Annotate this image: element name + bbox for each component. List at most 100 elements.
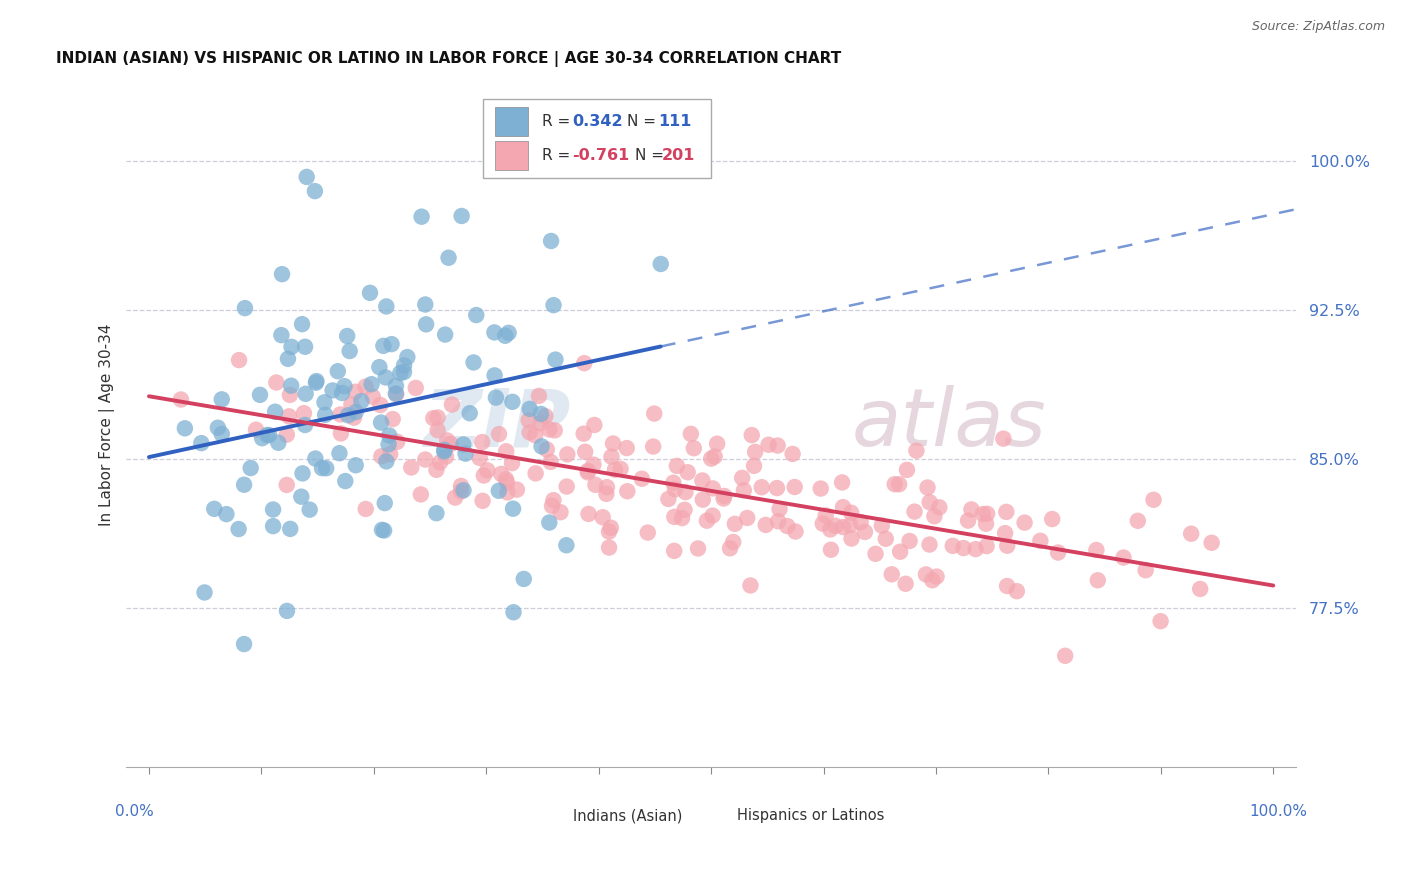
Point <box>1149 614 1171 628</box>
Point <box>544 352 567 367</box>
Point <box>609 462 631 476</box>
Point <box>426 423 449 437</box>
Point <box>538 516 561 530</box>
Point <box>702 482 724 496</box>
Point <box>440 437 463 451</box>
Point <box>291 467 314 481</box>
Point <box>380 447 402 461</box>
Point <box>211 392 233 407</box>
Point <box>616 484 638 499</box>
Point <box>870 518 893 533</box>
Point <box>329 408 352 422</box>
Point <box>664 509 686 524</box>
Point <box>993 432 1015 446</box>
Point <box>193 585 215 599</box>
FancyBboxPatch shape <box>495 107 527 136</box>
Point <box>277 351 299 366</box>
Point <box>488 483 510 498</box>
Text: Hispanics or Latinos: Hispanics or Latinos <box>737 808 884 823</box>
Point <box>994 526 1017 541</box>
Point <box>375 300 398 314</box>
Point <box>494 328 516 343</box>
Point <box>820 523 842 537</box>
Point <box>422 411 444 425</box>
Point <box>903 505 925 519</box>
Point <box>354 502 377 516</box>
Point <box>1112 550 1135 565</box>
Point <box>373 339 395 353</box>
Point <box>555 538 578 552</box>
Text: R =: R = <box>541 114 575 129</box>
Point <box>501 394 523 409</box>
Point <box>426 410 449 425</box>
Point <box>631 472 654 486</box>
Point <box>744 445 766 459</box>
Point <box>270 328 292 343</box>
Point <box>974 516 997 531</box>
Point <box>576 466 599 480</box>
Point <box>315 461 337 475</box>
Point <box>326 364 349 378</box>
Point <box>574 444 596 458</box>
Point <box>534 409 557 424</box>
Point <box>305 376 328 390</box>
Point <box>1189 582 1212 596</box>
Text: N =: N = <box>627 114 657 129</box>
Point <box>1040 512 1063 526</box>
Point <box>849 515 872 529</box>
Point <box>444 491 467 505</box>
Point <box>335 474 357 488</box>
Point <box>339 344 361 359</box>
Point <box>706 436 728 450</box>
Point <box>409 487 432 501</box>
Point <box>425 463 447 477</box>
FancyBboxPatch shape <box>495 141 527 169</box>
Point <box>783 480 806 494</box>
Point <box>298 502 321 516</box>
Point <box>894 576 917 591</box>
Point <box>472 468 495 483</box>
Point <box>249 388 271 402</box>
Point <box>440 398 463 412</box>
Point <box>700 451 723 466</box>
Point <box>928 500 950 515</box>
Point <box>692 474 714 488</box>
Point <box>496 485 519 500</box>
Point <box>995 505 1018 519</box>
Point <box>305 374 328 388</box>
Point <box>280 378 302 392</box>
Point <box>924 509 946 524</box>
Point <box>600 450 623 464</box>
Point <box>519 401 541 416</box>
Point <box>544 423 567 437</box>
Point <box>921 574 943 588</box>
Point <box>865 547 887 561</box>
Point <box>264 405 287 419</box>
Point <box>495 472 517 486</box>
Point <box>501 456 523 470</box>
Text: 0.0%: 0.0% <box>115 805 153 819</box>
Point <box>550 505 572 519</box>
Point <box>758 438 780 452</box>
Point <box>942 539 965 553</box>
Point <box>190 436 212 450</box>
Point <box>721 535 744 549</box>
Point <box>413 297 436 311</box>
Point <box>896 463 918 477</box>
Point <box>1142 492 1164 507</box>
Point <box>380 337 402 351</box>
Point <box>280 340 302 354</box>
Point <box>557 447 579 461</box>
Point <box>311 461 333 475</box>
Text: 100.0%: 100.0% <box>1250 805 1308 819</box>
Point <box>574 356 596 370</box>
Point <box>278 522 301 536</box>
Point <box>995 579 1018 593</box>
Point <box>713 491 735 506</box>
Point <box>484 326 506 340</box>
Point <box>267 435 290 450</box>
Point <box>832 520 855 534</box>
Point <box>524 428 547 442</box>
Point <box>602 436 624 450</box>
Point <box>344 384 367 399</box>
